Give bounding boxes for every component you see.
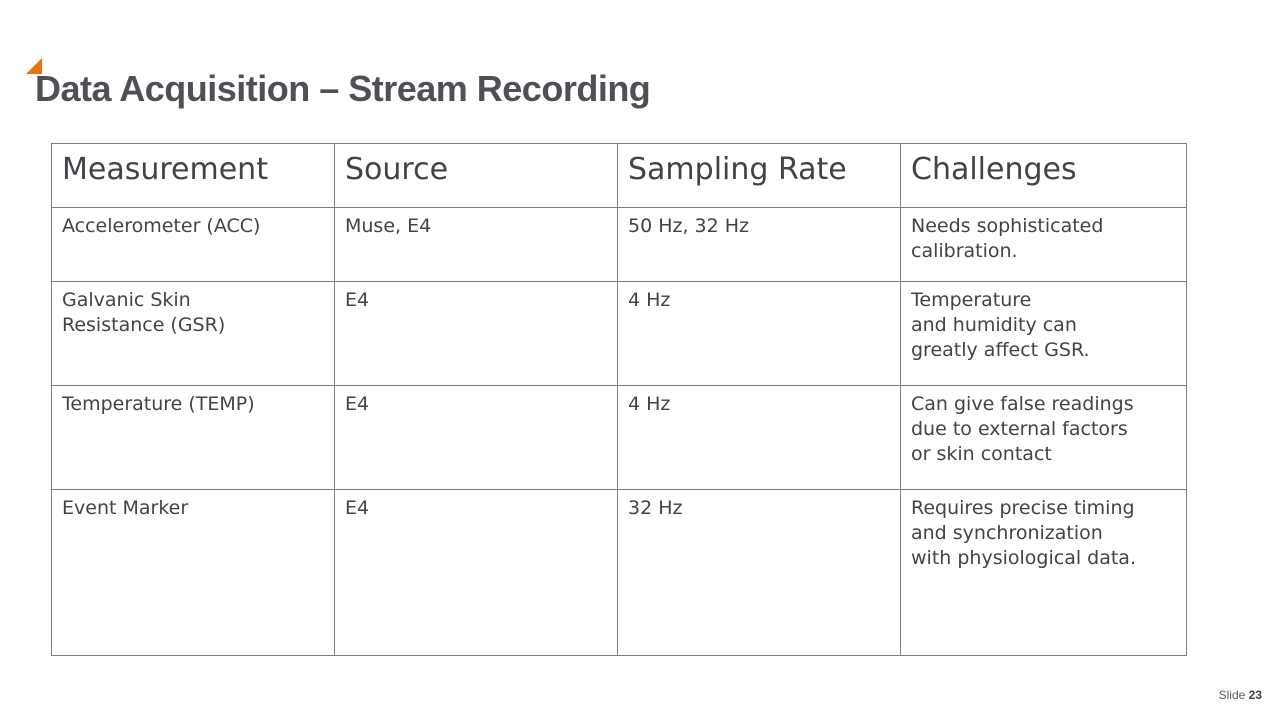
cell-measurement: Event Marker bbox=[51, 489, 335, 656]
cell-measurement: Temperature (TEMP) bbox=[51, 385, 335, 490]
cell-measurement: Galvanic Skin Resistance (GSR) bbox=[51, 281, 335, 386]
cell-challenges: Temperature and humidity can greatly aff… bbox=[900, 281, 1187, 386]
column-header-challenges: Challenges bbox=[900, 143, 1187, 208]
cell-challenges: Can give false readings due to external … bbox=[900, 385, 1187, 490]
title-accent-triangle bbox=[26, 58, 42, 74]
table-row: Event Marker E4 32 Hz Requires precise t… bbox=[51, 489, 1187, 656]
slide-number-label: Slide bbox=[1218, 688, 1246, 702]
table-row: Galvanic Skin Resistance (GSR) E4 4 Hz T… bbox=[51, 281, 1187, 386]
cell-challenges: Needs sophisticated calibration. bbox=[900, 207, 1187, 282]
column-header-sampling-rate: Sampling Rate bbox=[617, 143, 901, 208]
table-header-row: Measurement Source Sampling Rate Challen… bbox=[51, 143, 1187, 208]
column-header-measurement: Measurement bbox=[51, 143, 335, 208]
cell-sampling-rate: 32 Hz bbox=[617, 489, 901, 656]
cell-measurement: Accelerometer (ACC) bbox=[51, 207, 335, 282]
slide-title: Data Acquisition – Stream Recording bbox=[35, 68, 651, 109]
cell-sampling-rate: 50 Hz, 32 Hz bbox=[617, 207, 901, 282]
cell-source: Muse, E4 bbox=[334, 207, 618, 282]
column-header-source: Source bbox=[334, 143, 618, 208]
cell-sampling-rate: 4 Hz bbox=[617, 385, 901, 490]
cell-challenges: Requires precise timing and synchronizat… bbox=[900, 489, 1187, 656]
cell-source: E4 bbox=[334, 385, 618, 490]
cell-sampling-rate: 4 Hz bbox=[617, 281, 901, 386]
table-row: Accelerometer (ACC) Muse, E4 50 Hz, 32 H… bbox=[51, 207, 1187, 282]
slide-number: Slide 23 bbox=[1219, 688, 1262, 702]
data-table: Measurement Source Sampling Rate Challen… bbox=[51, 143, 1187, 656]
cell-source: E4 bbox=[334, 489, 618, 656]
slide-number-value: 23 bbox=[1248, 688, 1262, 702]
cell-source: E4 bbox=[334, 281, 618, 386]
table-row: Temperature (TEMP) E4 4 Hz Can give fals… bbox=[51, 385, 1187, 490]
